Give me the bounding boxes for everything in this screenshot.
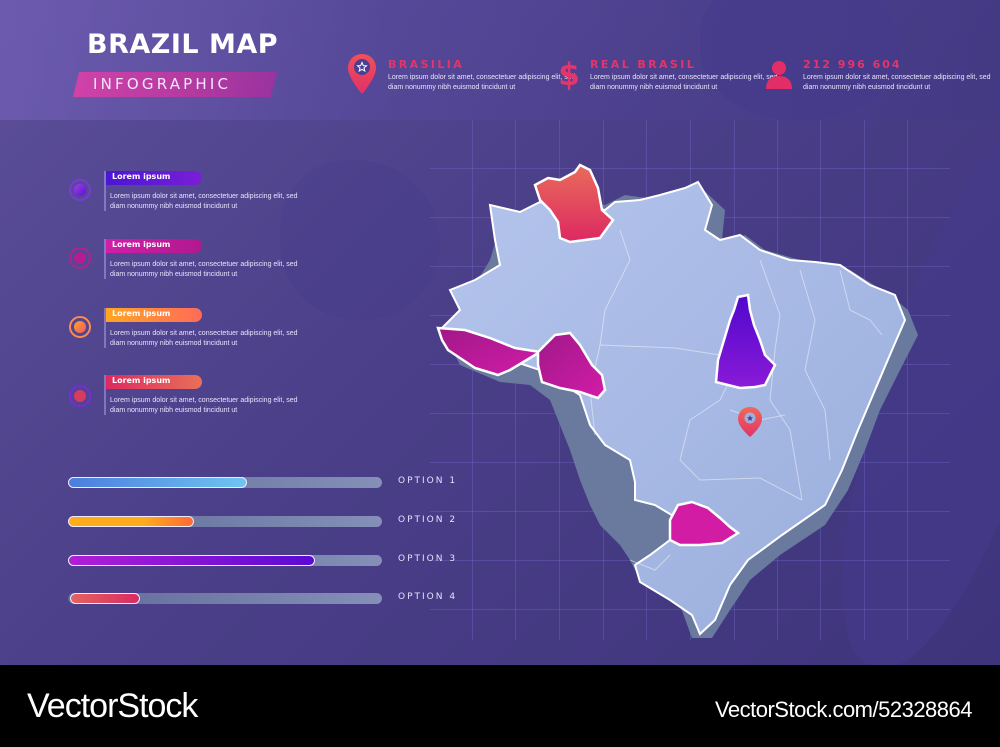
legend-label-pill: Lorem ipsum [106,308,202,322]
info-text: Lorem ipsum dolor sit amet, consectetuer… [590,74,778,91]
legend-label-pill: Lorem ipsum [106,171,202,185]
legend-text: Lorem ipsum dolor sit amet, consectetuer… [110,193,298,210]
legend-label: Lorem ipsum [112,240,171,249]
option-label: OPTION 2 [398,515,458,525]
person-icon [766,61,792,89]
option-label: OPTION 1 [398,476,458,486]
state-tocantins[interactable] [714,293,777,390]
legend-item: Lorem ipsum Lorem ipsum dolor sit amet, … [66,171,306,221]
svg-text:$: $ [558,57,580,90]
option-bar-fill [68,516,194,527]
info-title: 212 996 604 [803,58,902,71]
option-bar: OPTION 2 [68,515,468,530]
background-shape [700,0,900,120]
legend-label-pill: Lorem ipsum [106,375,202,389]
state-roraima[interactable] [533,163,615,244]
legend-text: Lorem ipsum dolor sit amet, consectetuer… [110,330,298,347]
info-title: BRASILIA [388,58,465,71]
capital-marker-icon[interactable] [738,407,762,437]
legend-dot-icon [69,247,91,269]
state-parana[interactable] [668,500,741,547]
option-bar: OPTION 3 [68,554,468,569]
option-label: OPTION 3 [398,554,458,564]
option-bar-fill [70,593,140,604]
watermark-footer: VectorStock VectorStock.com/52328864 [0,665,1000,747]
option-bar: OPTION 4 [68,592,468,607]
brazil-map [436,163,918,638]
legend-label: Lorem ipsum [112,309,171,318]
page-subtitle: INFOGRAPHIC [93,75,232,93]
info-text: Lorem ipsum dolor sit amet, consectetuer… [803,74,991,91]
map-country [438,180,907,636]
legend-label-pill: Lorem ipsum [106,239,202,253]
legend-text: Lorem ipsum dolor sit amet, consectetuer… [110,261,298,278]
info-text: Lorem ipsum dolor sit amet, consectetuer… [388,74,576,91]
state-acre[interactable] [436,326,544,377]
legend-item: Lorem ipsum Lorem ipsum dolor sit amet, … [66,239,306,289]
legend-label: Lorem ipsum [112,172,171,181]
info-title: REAL BRASIL [590,58,697,71]
legend-item: Lorem ipsum Lorem ipsum dolor sit amet, … [66,375,306,425]
legend-dot-icon [69,385,91,407]
footer-brand: VectorStock [27,687,198,725]
legend-text: Lorem ipsum dolor sit amet, consectetuer… [110,397,298,414]
option-bar: OPTION 1 [68,476,468,491]
legend-label: Lorem ipsum [112,376,171,385]
location-pin-icon [348,54,376,94]
state-rondonia[interactable] [536,331,607,400]
option-bar-fill [68,477,247,488]
legend-item: Lorem ipsum Lorem ipsum dolor sit amet, … [66,308,306,358]
infographic-canvas: BRAZIL MAP INFOGRAPHIC BRASILIA Lorem ip… [0,0,1000,665]
option-bar-fill [68,555,315,566]
page-title: BRAZIL MAP [87,29,279,60]
background-shape [280,160,440,320]
legend-dot-icon [69,316,91,338]
option-label: OPTION 4 [398,592,458,602]
dollar-icon: $ [558,57,580,90]
legend-dot-icon [69,179,91,201]
footer-reference: VectorStock.com/52328864 [714,697,973,722]
